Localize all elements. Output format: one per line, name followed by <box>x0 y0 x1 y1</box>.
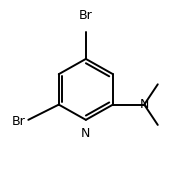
Text: N: N <box>140 98 149 111</box>
Text: Br: Br <box>11 115 25 128</box>
Text: Br: Br <box>79 9 93 22</box>
Text: N: N <box>81 127 91 141</box>
